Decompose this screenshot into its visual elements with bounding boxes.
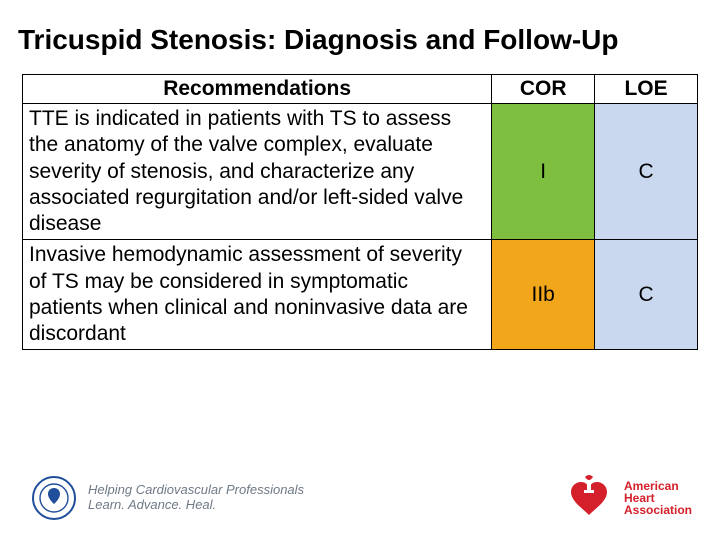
footer-left: Helping Cardiovascular Professionals Lea… (32, 476, 304, 520)
cor-cell: IIb (492, 240, 595, 350)
aha-heart-torch-icon (562, 475, 616, 521)
rec-cell: TTE is indicated in patients with TS to … (23, 104, 492, 240)
table-row: TTE is indicated in patients with TS to … (23, 104, 698, 240)
tagline-line2: Learn. Advance. Heal. (88, 498, 304, 513)
page-title: Tricuspid Stenosis: Diagnosis and Follow… (0, 0, 720, 74)
col-header-recommendations: Recommendations (23, 75, 492, 104)
tagline-line1: Helping Cardiovascular Professionals (88, 483, 304, 498)
aha-line3: Association (624, 504, 692, 516)
col-header-cor: COR (492, 75, 595, 104)
table-header-row: Recommendations COR LOE (23, 75, 698, 104)
recommendations-table: Recommendations COR LOE TTE is indicated… (22, 74, 698, 350)
col-header-loe: LOE (595, 75, 698, 104)
footer-right: American Heart Association (562, 475, 692, 521)
rec-cell: Invasive hemodynamic assessment of sever… (23, 240, 492, 350)
footer: Helping Cardiovascular Professionals Lea… (0, 470, 720, 526)
tagline: Helping Cardiovascular Professionals Lea… (88, 483, 304, 513)
loe-cell: C (595, 104, 698, 240)
cor-cell: I (492, 104, 595, 240)
table-row: Invasive hemodynamic assessment of sever… (23, 240, 698, 350)
loe-cell: C (595, 240, 698, 350)
acc-seal-icon (32, 476, 76, 520)
aha-text: American Heart Association (624, 480, 692, 516)
